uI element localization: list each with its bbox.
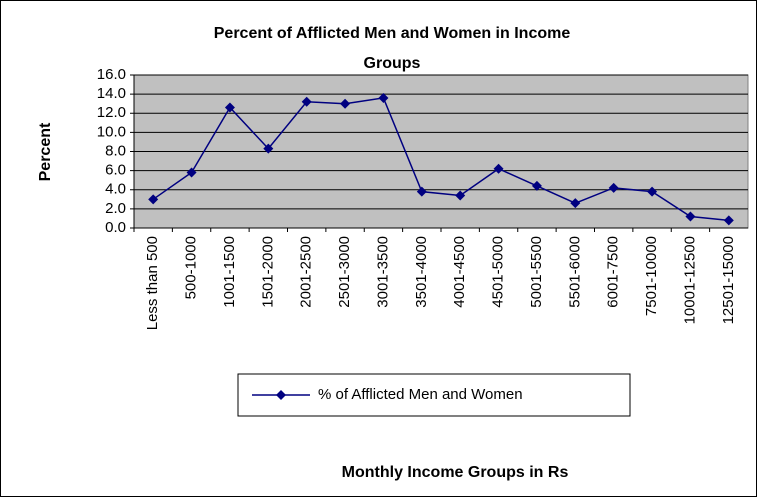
data-point: [186, 167, 197, 178]
data-point: [148, 194, 159, 205]
data-point: [416, 186, 427, 197]
y-tick-label: 10.0: [97, 123, 126, 140]
x-tick-label: 6001-7500: [605, 236, 622, 308]
data-point: [378, 92, 389, 103]
data-point: [570, 198, 581, 209]
y-tick-label: 4.0: [105, 181, 126, 198]
legend-marker: [276, 390, 286, 400]
data-point: [647, 186, 658, 197]
data-point: [685, 211, 696, 222]
y-tick-label: 0.0: [105, 219, 126, 236]
x-tick-label: 500-1000: [183, 236, 200, 299]
chart-title: Groups: [364, 55, 421, 72]
chart-title: Percent of Afflicted Men and Women in In…: [214, 25, 571, 42]
data-point: [531, 180, 542, 191]
y-tick-label: 8.0: [105, 142, 126, 159]
data-point: [455, 190, 466, 201]
y-axis-label: Percent: [37, 122, 54, 181]
data-point: [608, 182, 619, 193]
x-tick-label: 12501-15000: [720, 236, 737, 324]
y-tick-label: 6.0: [105, 162, 126, 179]
data-point: [723, 215, 734, 226]
x-tick-label: 1501-2000: [259, 236, 276, 308]
y-tick-label: 2.0: [105, 200, 126, 217]
x-tick-label: 10001-12500: [681, 236, 698, 324]
x-tick-label: 4501-5000: [490, 236, 507, 308]
x-tick-label: 7501-10000: [643, 236, 660, 316]
x-tick-label: 1001-1500: [221, 236, 238, 308]
y-tick-label: 12.0: [97, 104, 126, 121]
data-point: [263, 143, 274, 154]
legend-label: % of Afflicted Men and Women: [318, 386, 523, 403]
x-tick-label: 2501-3000: [336, 236, 353, 308]
x-tick-label: 4001-4500: [451, 236, 468, 308]
data-point: [340, 98, 351, 109]
series-line: [152, 97, 729, 222]
data-point: [224, 102, 235, 113]
x-tick-label: 2001-2500: [298, 236, 315, 308]
x-tick-label: 3001-3500: [374, 236, 391, 308]
x-tick-label: Less than 500: [144, 236, 161, 330]
y-tick-label: 14.0: [97, 85, 126, 102]
data-point: [301, 96, 312, 107]
x-tick-label: 3501-4000: [413, 236, 430, 308]
x-tick-label: 5501-6000: [566, 236, 583, 308]
x-axis-label: Monthly Income Groups in Rs: [342, 464, 569, 481]
x-tick-label: 5001-5500: [528, 236, 545, 308]
data-point: [493, 163, 504, 174]
y-tick-label: 16.0: [97, 66, 126, 83]
